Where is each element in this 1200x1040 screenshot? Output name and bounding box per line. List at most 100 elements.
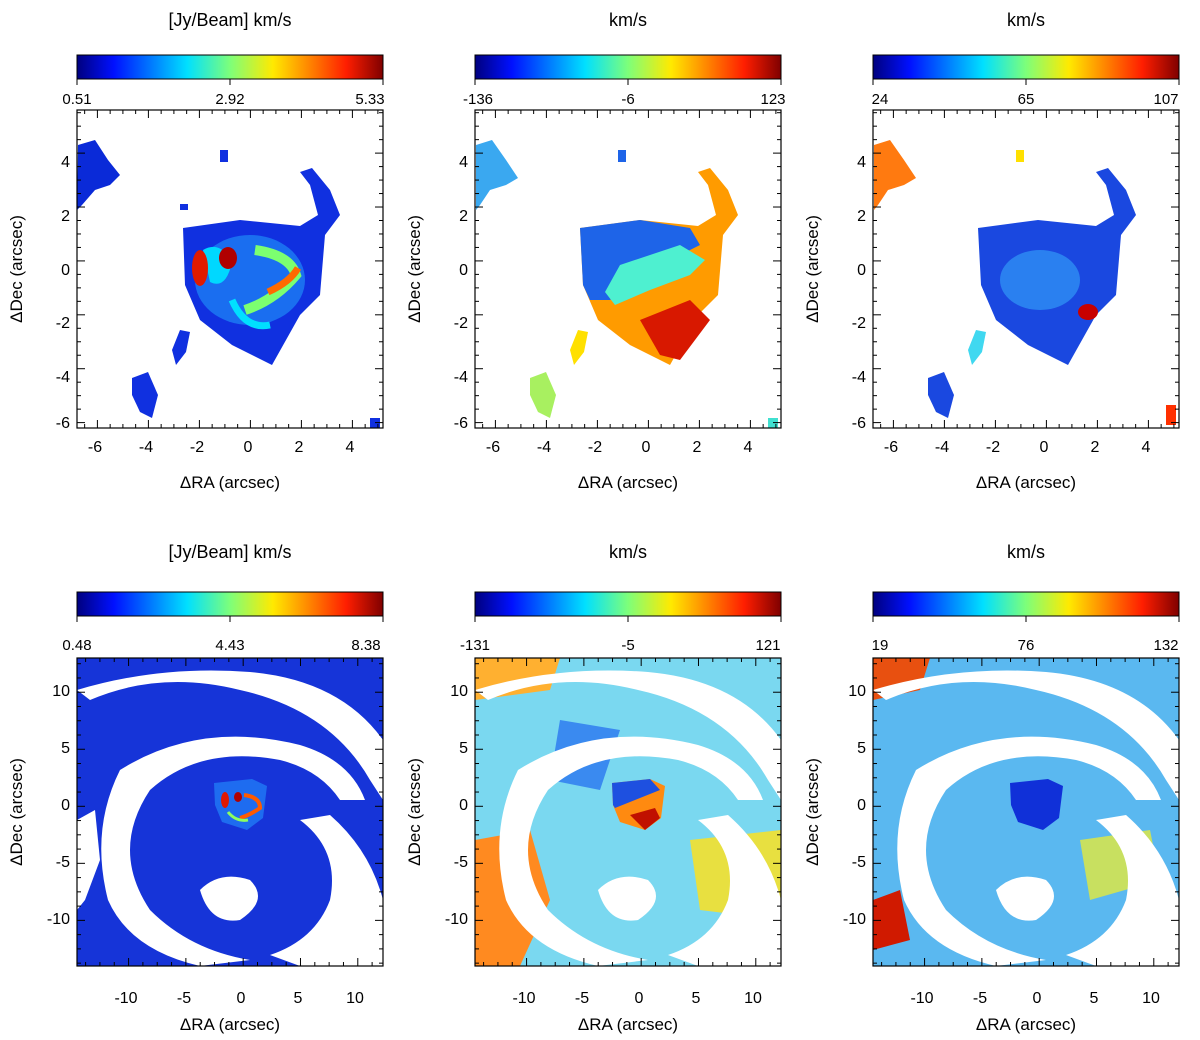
y-tick-label: 0 (459, 797, 468, 814)
colorbar-mid-label: -6 (621, 91, 634, 108)
y-tick-label: 2 (857, 208, 866, 225)
emission-peak (221, 792, 229, 808)
emission-speck (618, 150, 626, 162)
colorbar-max-label: 132 (1153, 637, 1178, 654)
x-tick-label: -6 (486, 439, 500, 456)
plot-frame (76, 109, 384, 429)
map-content (874, 140, 1176, 425)
x-tick-labels: -6 -4 -2 0 2 4 (884, 439, 1151, 456)
colorbar-title: km/s (1007, 542, 1045, 562)
y-tick-label: -6 (852, 415, 866, 432)
spiral-gap (77, 670, 383, 800)
x-tick-label: 2 (693, 439, 702, 456)
y-tick-label: -5 (852, 854, 866, 871)
x-tick-label: 5 (294, 990, 303, 1007)
map-content (476, 140, 778, 428)
y-tick-label: 10 (848, 683, 866, 700)
emission-arc (228, 298, 271, 330)
y-tick-label: 4 (61, 154, 70, 171)
spiral-gap (77, 810, 100, 910)
panel-top-moment2: km/s 24 65 107 -6 -4 -2 0 2 4 -6 -4 (803, 10, 1180, 492)
colorbar-mid-label: 65 (1018, 91, 1035, 108)
x-axis-label: ΔRA (arcsec) (976, 473, 1076, 492)
colorbar-max-label: 121 (755, 637, 780, 654)
x-tick-label: -5 (973, 990, 987, 1007)
spiral-gap (200, 876, 258, 921)
y-tick-label: 10 (52, 683, 70, 700)
velocity-blue-side (612, 779, 660, 808)
x-tick-labels: -6 -4 -2 0 2 4 (486, 439, 753, 456)
colorbar (76, 54, 384, 80)
y-tick-label: -4 (852, 369, 866, 386)
x-tick-label: 5 (692, 990, 701, 1007)
y-axis-label: ΔDec (arcsec) (803, 758, 822, 866)
y-tick-label: 10 (450, 683, 468, 700)
x-tick-label: -5 (575, 990, 589, 1007)
y-tick-label: 0 (61, 262, 70, 279)
colorbar (872, 591, 1180, 617)
x-tick-label: -2 (190, 439, 204, 456)
colorbar (474, 591, 782, 617)
y-tick-label: -6 (454, 415, 468, 432)
y-tick-label: 0 (857, 797, 866, 814)
colorbar-max-label: 107 (1153, 91, 1178, 108)
y-axis-label: ΔDec (arcsec) (405, 758, 424, 866)
colorbar-max-label: 5.33 (355, 91, 384, 108)
x-tick-label: 0 (1040, 439, 1049, 456)
y-tick-label: -2 (454, 315, 468, 332)
x-tick-label: -4 (139, 439, 153, 456)
y-tick-label: 5 (857, 740, 866, 757)
colorbar-mid-label: -5 (621, 637, 634, 654)
nucleus-box (1010, 779, 1063, 830)
spiral-gap (1066, 815, 1179, 966)
colorbar-title: [Jy/Beam] km/s (168, 10, 291, 30)
dispersion-patch (873, 890, 910, 950)
emission-blob (77, 140, 120, 210)
x-tick-labels: -10 -5 0 5 10 (512, 990, 762, 1007)
plot-frame (474, 109, 782, 429)
x-tick-label: 4 (1142, 439, 1151, 456)
emission-peak (1078, 304, 1098, 320)
x-tick-label: 2 (295, 439, 304, 456)
plot-frame (76, 657, 384, 967)
axis-ticks (77, 658, 383, 966)
velocity-red-tip (640, 300, 710, 360)
emission-arc (266, 266, 302, 296)
map-content (475, 658, 781, 966)
emission-blob (132, 372, 158, 418)
map-content (873, 658, 1179, 966)
x-tick-label: -10 (910, 990, 933, 1007)
x-axis-label: ΔRA (arcsec) (578, 1015, 678, 1034)
colorbar-title: km/s (609, 10, 647, 30)
axis-ticks (475, 658, 781, 966)
y-tick-label: -5 (56, 854, 70, 871)
x-tick-label: 0 (244, 439, 253, 456)
y-tick-labels: -10 -5 0 5 10 (445, 683, 468, 928)
colorbar-min-label: 0.51 (62, 91, 91, 108)
colorbar (474, 54, 782, 80)
emission-blob (570, 330, 588, 365)
axis-ticks (873, 110, 1179, 428)
y-tick-label: 0 (459, 262, 468, 279)
y-tick-label: 0 (61, 797, 70, 814)
axis-ticks (873, 658, 1179, 966)
emission-blob (1000, 250, 1080, 310)
y-tick-label: 0 (857, 262, 866, 279)
x-axis-label: ΔRA (arcsec) (578, 473, 678, 492)
x-axis-label: ΔRA (arcsec) (180, 1015, 280, 1034)
map-content (77, 658, 383, 966)
x-tick-label: -2 (986, 439, 1000, 456)
emission-speck (220, 150, 228, 162)
plot-frame (872, 657, 1180, 967)
colorbar-min-label: -136 (463, 91, 493, 108)
emission-arc (226, 811, 249, 822)
x-tick-label: 10 (744, 990, 762, 1007)
colorbar-ticks (474, 79, 782, 85)
emission-blob (530, 372, 556, 418)
velocity-cyan-band (605, 245, 705, 305)
colorbar-mid-label: 2.92 (215, 91, 244, 108)
x-axis-label: ΔRA (arcsec) (976, 1015, 1076, 1034)
colorbar-mid-label: 76 (1018, 637, 1035, 654)
panel-bottom-moment2: km/s 19 76 132 -10 -5 0 5 10 -10 -5 (803, 542, 1180, 1034)
x-tick-label: 10 (346, 990, 364, 1007)
